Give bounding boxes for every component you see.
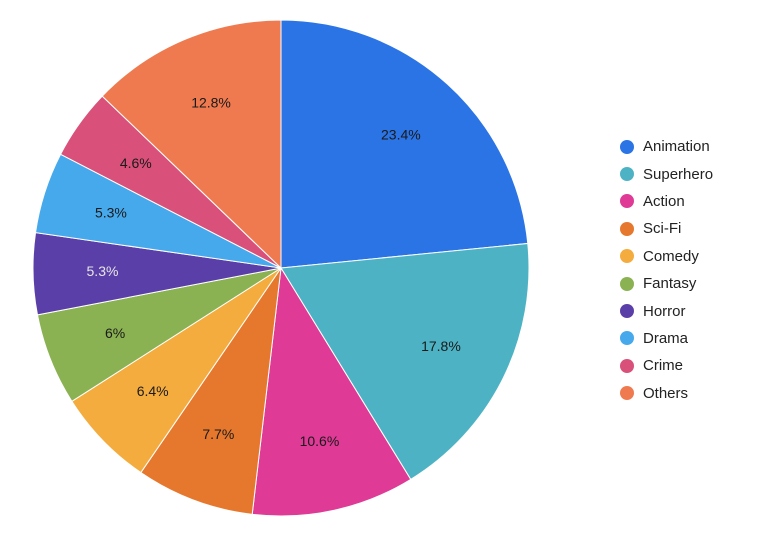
legend-item-fantasy: Fantasy [620,270,713,297]
legend-label-others: Others [643,384,689,402]
slice-value-label-fantasy: 6% [105,325,125,341]
legend-label-action: Action [643,192,685,210]
legend-item-superhero: Superhero [620,160,713,187]
legend-label-horror: Horror [643,302,686,320]
legend-swatch-action [620,194,634,209]
legend-item-action: Action [620,188,713,215]
slice-value-label-horror: 5.3% [87,263,119,279]
legend-swatch-comedy [620,249,634,264]
slice-value-label-others: 12.8% [191,94,231,110]
pie-slice-animation [280,19,529,269]
legend-item-sci-fi: Sci-Fi [620,215,713,242]
pie-slice-sci-fi [140,267,282,515]
legend-swatch-others [620,386,634,401]
legend-swatch-superhero [620,167,634,182]
legend-item-animation: Animation [620,133,713,160]
legend-swatch-drama [620,331,634,346]
legend-label-comedy: Comedy [643,247,699,265]
legend-swatch-crime [620,358,634,373]
legend-label-sci-fi: Sci-Fi [643,220,682,238]
legend-label-drama: Drama [643,329,689,347]
pie-slice-superhero [280,242,530,481]
slice-value-label-crime: 4.6% [120,155,152,171]
legend-label-animation: Animation [643,138,710,156]
pie-slice-action [251,266,412,517]
slice-value-label-superhero: 17.8% [421,338,461,354]
slice-value-label-sci-fi: 7.7% [202,426,234,442]
legend-item-crime: Crime [620,352,713,379]
legend-label-crime: Crime [643,357,683,375]
slice-value-label-drama: 5.3% [95,204,127,220]
slice-value-label-action: 10.6% [300,433,340,449]
legend-item-others: Others [620,380,713,407]
legend-item-comedy: Comedy [620,243,713,270]
legend-label-superhero: Superhero [643,165,714,183]
pie-slice-others [101,19,282,270]
legend-swatch-animation [620,139,634,154]
slice-value-label-animation: 23.4% [381,126,421,142]
slice-value-label-comedy: 6.4% [137,383,169,399]
legend-item-drama: Drama [620,325,713,352]
legend-label-fantasy: Fantasy [643,275,697,293]
legend-item-horror: Horror [620,297,713,324]
legend-swatch-sci-fi [620,221,634,236]
legend-swatch-fantasy [620,276,634,291]
chart-legend: Animation Superhero Action Sci-Fi Comedy Fant… [620,133,713,407]
legend-swatch-horror [620,304,634,319]
